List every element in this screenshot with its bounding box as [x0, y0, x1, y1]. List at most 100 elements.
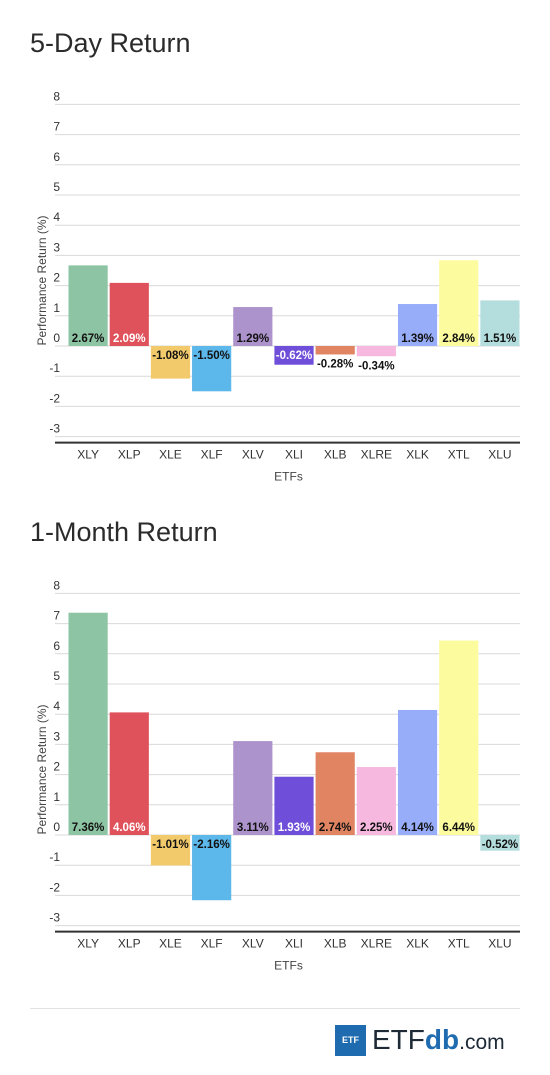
bar-xlb — [315, 752, 355, 835]
x-tick-label-xle: XLE — [159, 937, 182, 951]
bar-xlk — [397, 709, 438, 835]
data-label-xlu: -0.52% — [482, 839, 518, 851]
y-tick-label: 7 — [53, 609, 60, 623]
data-label-xlre: 2.25% — [360, 822, 393, 834]
bar-xle — [150, 835, 191, 866]
bar-xlb — [315, 346, 355, 355]
y-axis-label: Performance Return (%) — [35, 704, 49, 834]
x-tick-label-xlv: XLV — [242, 937, 264, 951]
bar-xlp — [109, 712, 149, 835]
y-tick-label: 3 — [53, 240, 60, 254]
data-label-xtl: 6.44% — [442, 822, 475, 834]
y-tick-label: 5 — [53, 669, 60, 683]
x-tick-label-xtl: XTL — [448, 448, 470, 462]
x-tick-label-xlu: XLU — [488, 448, 511, 462]
y-tick-label: 2 — [53, 760, 60, 774]
x-tick-label-xlp: XLP — [118, 937, 141, 951]
y-tick-label: -3 — [49, 911, 60, 925]
data-label-xlk: 4.14% — [401, 822, 434, 834]
data-label-xlv: 1.29% — [237, 333, 270, 345]
x-tick-label-xlb: XLB — [324, 448, 347, 462]
y-axis-label: Performance Return (%) — [35, 215, 49, 345]
logo-text-main: ETF — [372, 1024, 425, 1055]
bar-xly — [68, 265, 108, 346]
y-tick-label: 0 — [53, 820, 60, 834]
y-tick-label: 8 — [53, 578, 60, 592]
y-tick-label: 3 — [53, 729, 60, 743]
bar-xlp — [109, 282, 149, 346]
bar-xlu — [480, 300, 520, 346]
x-tick-label-xli: XLI — [285, 937, 303, 951]
bar-xlf — [192, 346, 232, 392]
bar-xlre — [356, 767, 396, 835]
x-tick-label-xlf: XLF — [201, 937, 223, 951]
chart-title-1month: 1-Month Return — [30, 517, 218, 547]
bar-xle — [150, 346, 191, 379]
bar-xlre — [356, 346, 396, 357]
data-label-xlk: 1.39% — [401, 333, 434, 345]
data-label-xtl: 2.84% — [442, 333, 475, 345]
logo-badge: ETF — [335, 1024, 366, 1056]
x-tick-label-xlp: XLP — [118, 448, 141, 462]
y-tick-label: -3 — [49, 422, 60, 436]
bar-xlk — [397, 304, 438, 346]
data-label-xly: 7.36% — [72, 822, 105, 834]
data-label-xlb: -0.28% — [317, 358, 353, 370]
logo-text-com: .com — [459, 1031, 505, 1054]
bar-xtl — [439, 640, 479, 835]
x-tick-label-xlre: XLRE — [361, 448, 392, 462]
y-tick-label: -1 — [49, 850, 60, 864]
logo-text-db: db — [424, 1024, 460, 1055]
bar-xtl — [439, 260, 479, 346]
x-tick-label-xly: XLY — [77, 448, 99, 462]
y-tick-label: 6 — [53, 639, 60, 653]
x-tick-label-xli: XLI — [285, 448, 303, 462]
data-label-xli: -0.62% — [276, 350, 312, 362]
x-tick-label-xle: XLE — [159, 448, 182, 462]
data-label-xlf: -2.16% — [193, 839, 229, 851]
data-label-xli: 1.93% — [278, 822, 311, 834]
etfdb-logo[interactable]: ETF ETFdb.com — [335, 1024, 505, 1056]
y-tick-label: 5 — [53, 180, 60, 194]
bar-xlv — [233, 741, 273, 835]
x-tick-label-xlv: XLV — [242, 448, 264, 462]
bar-xlv — [233, 307, 273, 346]
x-tick-label-xlk: XLK — [406, 937, 429, 951]
x-tick-label-xly: XLY — [77, 937, 99, 951]
data-label-xlb: 2.74% — [319, 822, 352, 834]
data-label-xle: -1.08% — [152, 350, 188, 362]
x-tick-label-xlb: XLB — [324, 937, 347, 951]
data-label-xly: 2.67% — [72, 333, 105, 345]
y-tick-label: 8 — [53, 89, 60, 103]
chart-5day: 8 7 6 5 4 3 2 1 0 -1 -2 -3 Performance Return (%) 2.6… — [35, 89, 520, 484]
data-label-xlre: -0.34% — [358, 360, 394, 372]
y-tick-label: 0 — [53, 331, 60, 345]
chart-1month: 8 7 6 5 4 3 2 1 0 -1 -2 -3 Performance Return (%) 7.3… — [35, 578, 520, 973]
data-label-xlp: 4.06% — [113, 822, 146, 834]
x-tick-label-xlf: XLF — [201, 448, 223, 462]
y-tick-label: 4 — [53, 699, 60, 713]
y-tick-label: -1 — [49, 361, 60, 375]
y-tick-label: -2 — [49, 391, 60, 405]
y-tick-label: 6 — [53, 150, 60, 164]
bar-xli — [274, 776, 314, 835]
chart-title-5day: 5-Day Return — [30, 28, 191, 58]
data-label-xlf: -1.50% — [193, 350, 229, 362]
y-tick-label: 7 — [53, 120, 60, 134]
x-axis-label: ETFs — [274, 470, 303, 484]
y-tick-label: 2 — [53, 271, 60, 285]
x-tick-label-xlre: XLRE — [361, 937, 392, 951]
data-label-xlu: 1.51% — [484, 333, 517, 345]
bar-xlu — [480, 835, 520, 851]
data-label-xle: -1.01% — [152, 839, 188, 851]
bar-xli — [274, 346, 314, 365]
x-axis-label: ETFs — [274, 959, 303, 973]
x-tick-label-xlk: XLK — [406, 448, 429, 462]
logo-text: ETFdb.com — [372, 1024, 505, 1056]
y-tick-label: 1 — [53, 790, 60, 804]
x-tick-label-xlu: XLU — [488, 937, 511, 951]
bar-xlf — [192, 835, 232, 901]
bar-xly — [68, 612, 108, 835]
y-tick-label: 1 — [53, 301, 60, 315]
y-tick-label: 4 — [53, 210, 60, 224]
